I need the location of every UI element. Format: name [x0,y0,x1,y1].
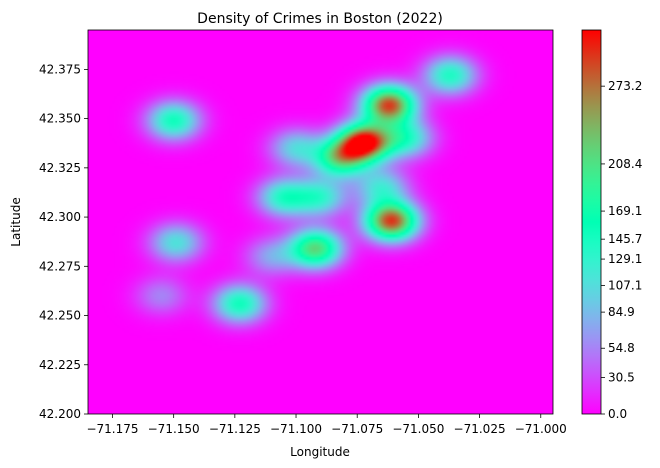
y-tick-label: 42.250 [39,309,81,323]
x-tick-label: −71.175 [86,422,138,436]
x-tick-label: −71.150 [148,422,200,436]
colorbar-tick-label: 273.2 [608,79,642,93]
colorbar-tick-label: 129.1 [608,252,642,266]
x-tick-label: −71.000 [515,422,567,436]
x-tick-label: −71.125 [209,422,261,436]
y-tick-label: 42.275 [39,259,81,273]
colorbar-gradient [582,30,601,414]
colorbar: 0.0 30.5 54.8 84.9 107.1 129.1 145.7 169.1 208.4… [581,29,642,421]
y-tick-label: 42.300 [39,210,81,224]
colorbar-tick-label: 169.1 [608,204,642,218]
y-axis-label: Latitude [9,197,23,246]
x-tick-label: −71.050 [392,422,444,436]
x-tick-label: −71.025 [454,422,506,436]
x-axis-ticks: −71.175 −71.150 −71.125 −71.100 −71.075 −71.0… [86,414,567,436]
colorbar-tick-label: 30.5 [608,370,635,384]
y-tick-label: 42.350 [39,112,81,126]
colorbar-ticks: 0.0 30.5 54.8 84.9 107.1 129.1 145.7 169.1 208.4… [601,79,642,421]
colorbar-tick-label: 208.4 [608,157,642,171]
x-tick-label: −71.075 [331,422,383,436]
colorbar-tick-label: 0.0 [608,407,627,421]
plot-frame [87,29,554,415]
x-tick-label: −71.100 [270,422,322,436]
chart-title: Density of Crimes in Boston (2022) [197,11,443,27]
colorbar-tick-label: 84.9 [608,305,635,319]
plot-area [87,29,554,415]
colorbar-frame [581,29,602,415]
density-heatmap [88,30,553,414]
y-tick-label: 42.225 [39,358,81,372]
y-tick-label: 42.325 [39,161,81,175]
y-tick-label: 42.200 [39,407,81,421]
colorbar-tick-label: 145.7 [608,232,642,246]
y-axis-ticks: 42.200 42.225 42.250 42.275 42.300 42.325 42.3… [39,62,88,421]
colorbar-tick-label: 54.8 [608,341,635,355]
y-tick-label: 42.375 [39,62,81,76]
x-axis-label: Longitude [290,445,350,459]
colorbar-tick-label: 107.1 [608,278,642,292]
